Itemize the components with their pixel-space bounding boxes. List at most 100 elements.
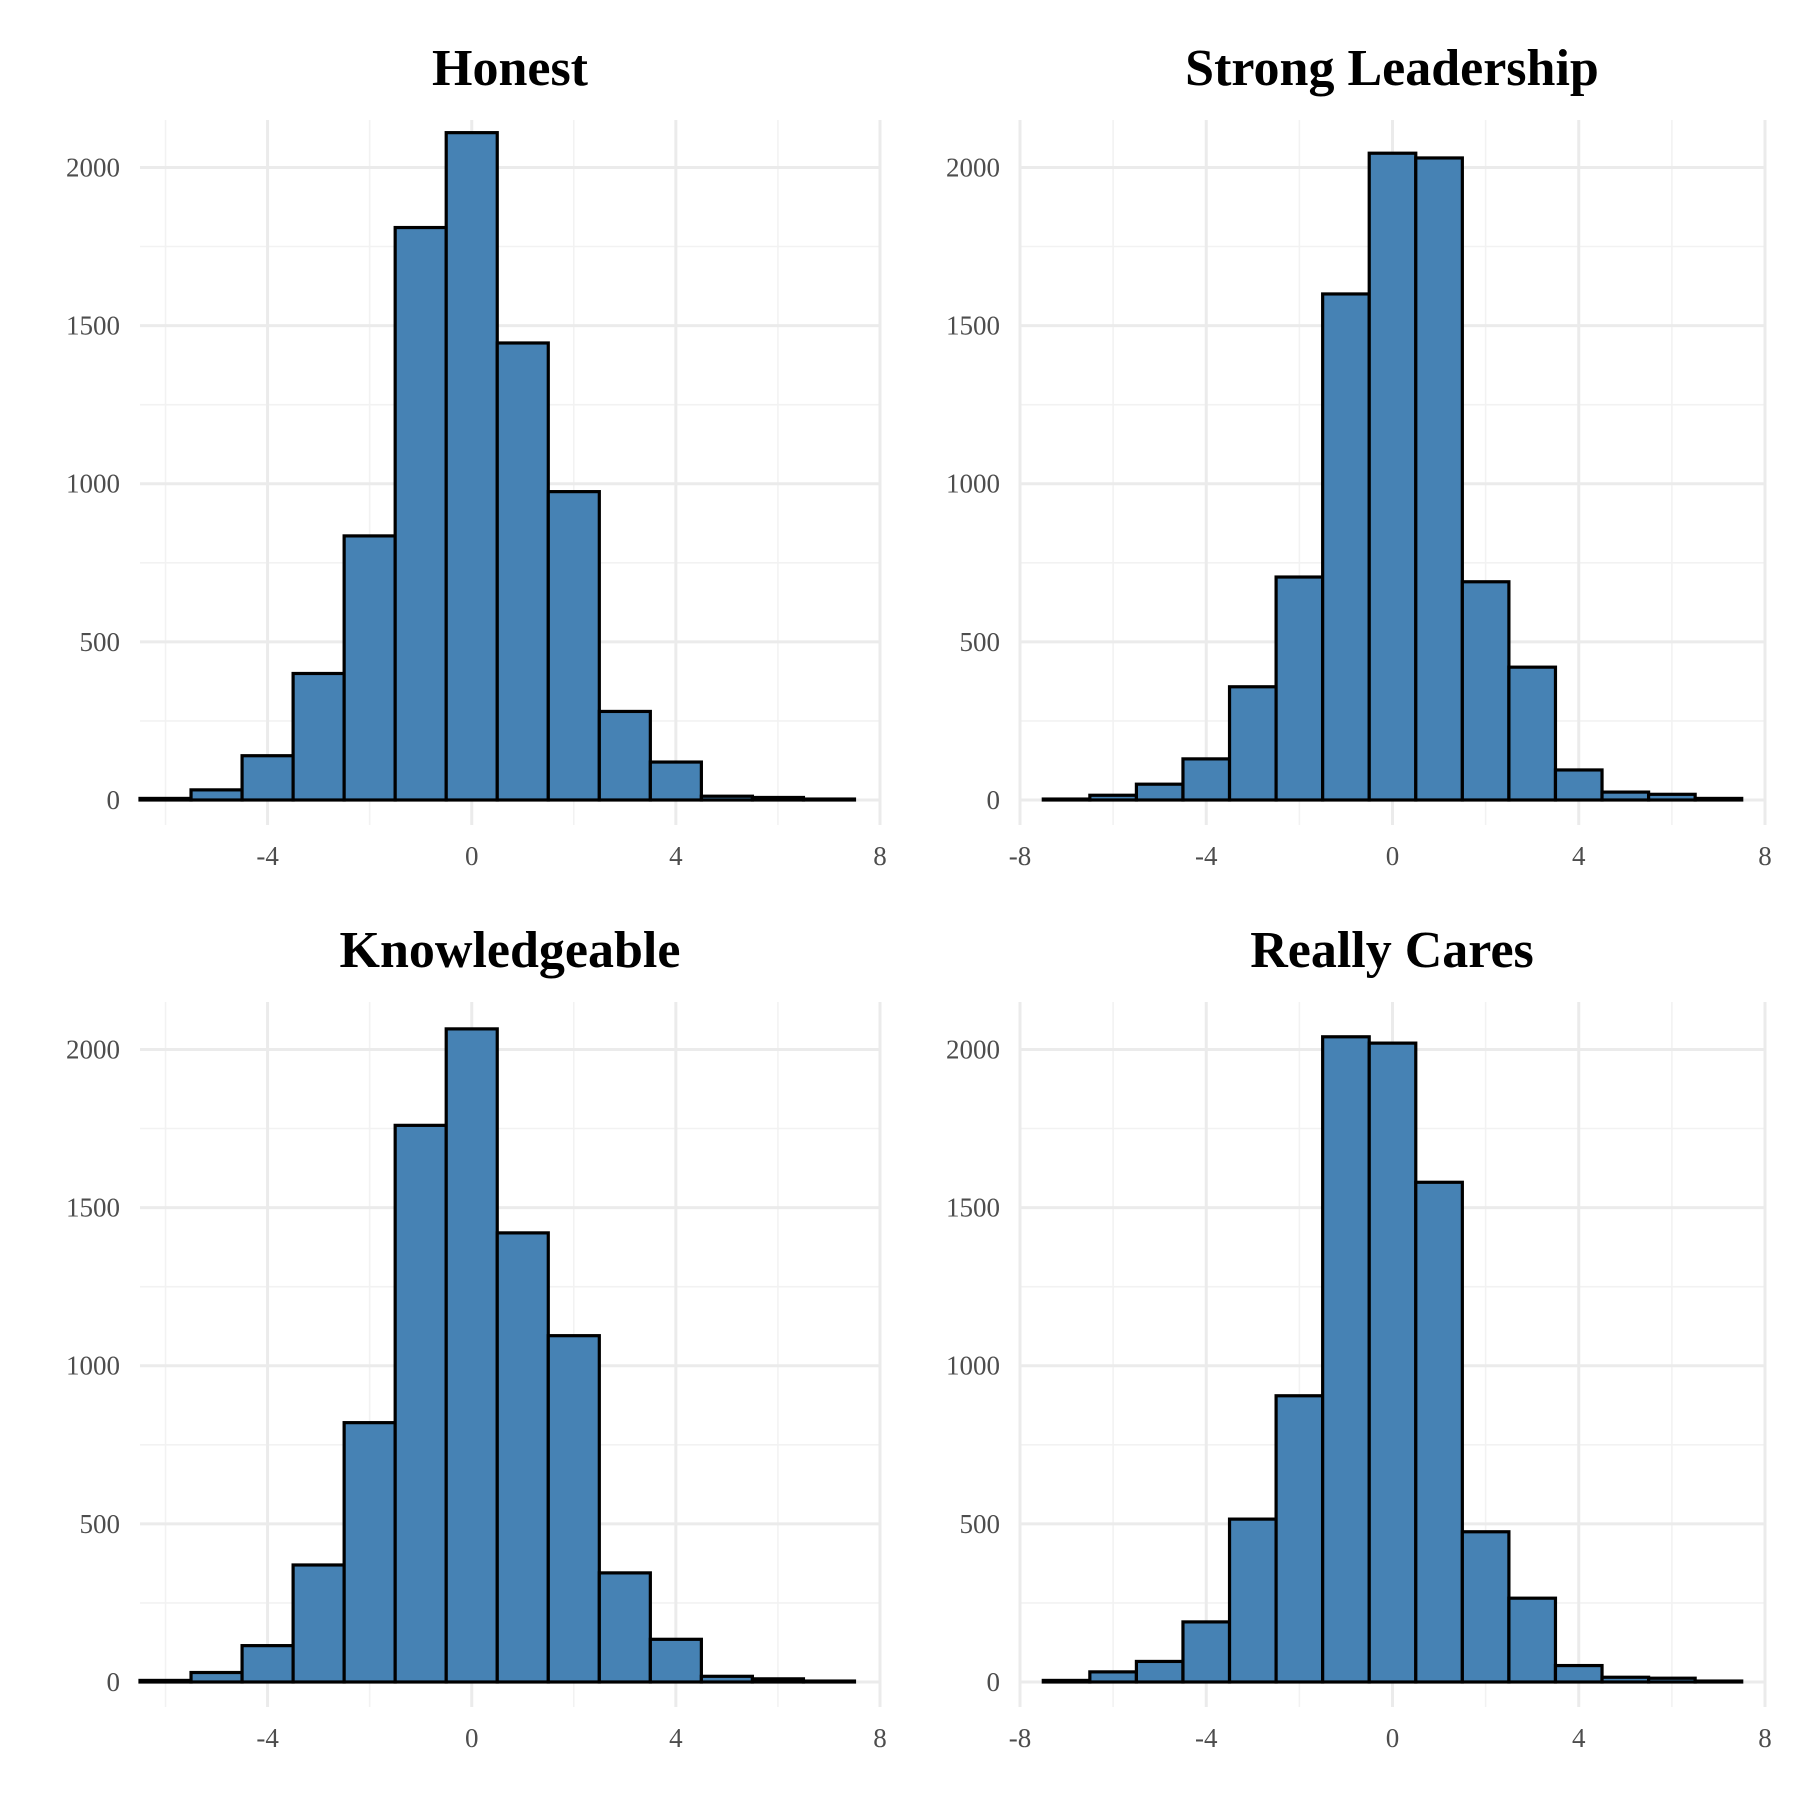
x-tick-label: -4 xyxy=(1195,1723,1218,1753)
histogram-bar xyxy=(750,795,806,802)
y-tick-label: 500 xyxy=(80,627,121,657)
histogram-bar xyxy=(1041,797,1092,802)
histogram-bar xyxy=(138,796,193,802)
histogram-bar xyxy=(1414,1180,1464,1684)
histogram-bar xyxy=(291,671,346,802)
histogram-bar xyxy=(1460,1530,1511,1684)
y-tick-label: 1500 xyxy=(66,311,120,341)
histogram-bar xyxy=(240,1644,295,1684)
chart-title: Strong Leadership xyxy=(1185,40,1599,97)
x-tick-label: 0 xyxy=(465,841,479,871)
y-tick-label: 0 xyxy=(107,1667,121,1697)
y-tick-label: 1500 xyxy=(946,311,1000,341)
x-tick-label: -8 xyxy=(1009,841,1032,871)
histogram-bar xyxy=(189,1670,244,1684)
histogram-bar xyxy=(801,797,857,802)
histogram-bar xyxy=(342,1421,397,1684)
histogram-bar xyxy=(1553,1663,1604,1684)
y-tick-label: 0 xyxy=(107,785,121,815)
y-tick-label: 1000 xyxy=(946,469,1000,499)
x-tick-label: -4 xyxy=(1195,841,1218,871)
y-tick-label: 1000 xyxy=(946,1351,1000,1381)
y-tick-label: 500 xyxy=(960,627,1001,657)
histogram-bar xyxy=(546,1334,601,1684)
x-tick-label: 0 xyxy=(1386,1723,1400,1753)
histogram-bar xyxy=(1367,1041,1418,1684)
y-tick-label: 2000 xyxy=(946,1034,1000,1064)
histogram-bar xyxy=(240,754,295,802)
y-tick-label: 2000 xyxy=(66,1034,120,1064)
histogram-bar xyxy=(495,1231,550,1684)
histogram-bar xyxy=(1181,1620,1232,1684)
histogram-bar xyxy=(1693,1679,1744,1684)
histogram-bar xyxy=(342,534,397,802)
histogram-bar xyxy=(1134,782,1185,802)
histogram-bar xyxy=(648,1637,703,1684)
histogram-bar xyxy=(1600,1675,1651,1684)
histogram-bar xyxy=(1646,1676,1697,1684)
y-tick-label: 2000 xyxy=(946,152,1000,182)
histogram-bar xyxy=(1274,1394,1325,1684)
histogram-bar xyxy=(699,1674,755,1684)
histogram-bar xyxy=(1600,790,1651,802)
histogram-bar xyxy=(1646,792,1697,802)
x-tick-label: -4 xyxy=(256,1723,279,1753)
histogram-bar xyxy=(648,760,703,802)
histogram-bar xyxy=(546,490,601,802)
histogram-bar xyxy=(495,341,550,802)
histogram-bar xyxy=(1274,575,1325,802)
x-tick-label: 8 xyxy=(1758,841,1772,871)
x-tick-label: 0 xyxy=(1386,841,1400,871)
x-tick-label: 8 xyxy=(873,841,887,871)
histogram-bar xyxy=(1227,685,1278,802)
x-tick-label: 4 xyxy=(1572,841,1586,871)
histogram-bar xyxy=(750,1677,806,1684)
x-tick-label: 4 xyxy=(1572,1723,1586,1753)
chart-title: Really Cares xyxy=(1250,922,1534,979)
x-tick-label: 0 xyxy=(465,1723,479,1753)
histogram-bar xyxy=(1088,1670,1139,1684)
x-tick-label: 8 xyxy=(1758,1723,1772,1753)
histogram-bar xyxy=(1181,757,1232,802)
histogram-bar xyxy=(1367,151,1418,802)
histogram-panel-1: 0 500 1000 1500 2000 -4 0 4 8 Honest xyxy=(66,40,887,871)
y-tick-label: 1500 xyxy=(946,1193,1000,1223)
histogram-bar xyxy=(393,225,448,802)
x-tick-label: 8 xyxy=(873,1723,887,1753)
histogram-bar xyxy=(597,709,652,802)
chart-title: Honest xyxy=(432,40,589,97)
histogram-bar xyxy=(1134,1659,1185,1684)
y-tick-label: 500 xyxy=(960,1509,1001,1539)
y-tick-label: 1000 xyxy=(66,1351,120,1381)
histogram-bar xyxy=(1088,793,1139,802)
y-tick-label: 0 xyxy=(987,1667,1001,1697)
y-tick-label: 1500 xyxy=(66,1193,120,1223)
histogram-panel-4: 0 500 1000 1500 2000 -8 -4 0 4 8 Really Cares xyxy=(946,922,1772,1753)
x-tick-label: -4 xyxy=(256,841,279,871)
y-tick-label: 2000 xyxy=(66,152,120,182)
histogram-bar xyxy=(1507,665,1558,802)
histogram-bar xyxy=(444,131,499,802)
histogram-bar xyxy=(291,1563,346,1684)
histogram-bar xyxy=(1227,1517,1278,1684)
chart-title: Knowledgeable xyxy=(340,922,681,979)
histogram-bar xyxy=(1321,1035,1371,1684)
histogram-panel-3: 0 500 1000 1500 2000 -4 0 4 8 Knowledgeable xyxy=(66,922,887,1753)
histogram-bar xyxy=(189,788,244,802)
histogram-bar xyxy=(1460,580,1511,802)
y-tick-label: 0 xyxy=(987,785,1001,815)
histogram-bar xyxy=(1414,156,1464,802)
histogram-bar xyxy=(444,1027,499,1684)
histogram-bar xyxy=(1693,796,1744,802)
y-tick-label: 500 xyxy=(80,1509,121,1539)
histogram-bar xyxy=(699,794,755,802)
histogram-bar xyxy=(597,1571,652,1684)
histogram-bar xyxy=(1553,768,1604,802)
histogram-bar xyxy=(801,1679,857,1684)
histogram-bar xyxy=(393,1123,448,1684)
x-tick-label: 4 xyxy=(669,1723,683,1753)
y-tick-label: 1000 xyxy=(66,469,120,499)
histogram-bar xyxy=(1507,1596,1558,1684)
histogram-panel-2: 0 500 1000 1500 2000 -8 -4 0 4 8 Strong Leadership xyxy=(946,40,1772,871)
